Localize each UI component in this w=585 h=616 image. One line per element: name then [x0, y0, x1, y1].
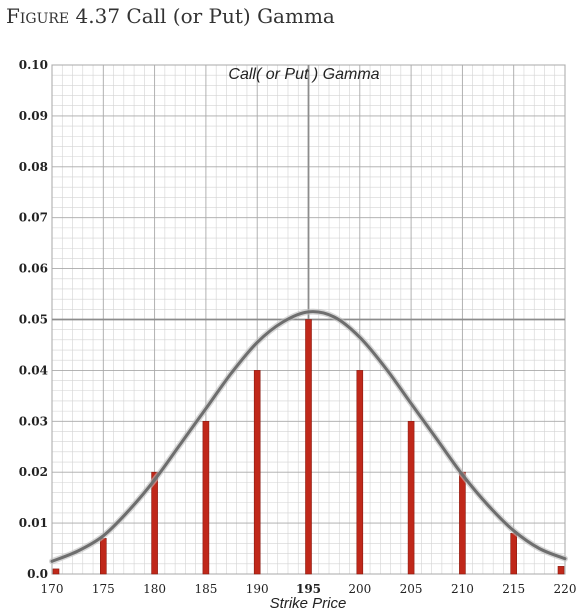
x-tick-label: 200 [348, 582, 371, 596]
gamma-curve [49, 308, 568, 565]
x-axis-ticks: 170 175 180 185 190 195 200 205 210 215 220 [41, 582, 577, 596]
bar [253, 370, 261, 575]
y-tick-label: 0.0 [27, 567, 48, 581]
y-tick-label: 0.08 [19, 160, 48, 174]
x-tick-label: 175 [92, 582, 115, 596]
x-tick-label: 215 [502, 582, 525, 596]
y-tick-label: 0.10 [19, 58, 48, 72]
y-tick-label: 0.09 [19, 109, 48, 123]
figure-label: Figure 4.37 [6, 4, 121, 28]
bar [151, 471, 158, 575]
x-tick-label: 190 [246, 582, 269, 596]
y-tick-label: 0.07 [19, 211, 48, 225]
bar [407, 420, 415, 575]
figure-title: Call (or Put) Gamma [126, 4, 335, 28]
y-tick-label: 0.01 [19, 516, 48, 530]
bar [202, 420, 210, 575]
y-tick-label: 0.02 [19, 465, 48, 479]
figure-caption: Figure 4.37 Call (or Put) Gamma [6, 4, 335, 28]
chart-title: Call( or Put ) Gamma [228, 66, 379, 83]
x-tick-label: 195 [296, 582, 321, 596]
y-axis-ticks: 0.0 0.01 0.02 0.03 0.04 0.05 0.06 0.07 0.08 0.09 0… [19, 58, 48, 581]
bar [557, 566, 565, 575]
bar [356, 370, 364, 575]
x-tick-label: 220 [554, 582, 577, 596]
bar [305, 319, 312, 575]
bar [510, 532, 518, 575]
bar [459, 471, 466, 575]
y-tick-label: 0.04 [19, 363, 48, 377]
y-tick-label: 0.05 [19, 313, 48, 327]
x-tick-label: 210 [451, 582, 474, 596]
x-tick-label: 205 [400, 582, 423, 596]
bar-series [52, 319, 565, 575]
y-tick-label: 0.06 [19, 262, 48, 276]
x-tick-label: 180 [143, 582, 166, 596]
x-axis-label: Strike Price [270, 595, 347, 612]
x-tick-label: 185 [194, 582, 217, 596]
bar [100, 538, 107, 575]
x-tick-label: 170 [41, 582, 64, 596]
gamma-curve-line [50, 310, 567, 563]
bar [52, 568, 60, 575]
y-tick-label: 0.03 [19, 414, 48, 428]
